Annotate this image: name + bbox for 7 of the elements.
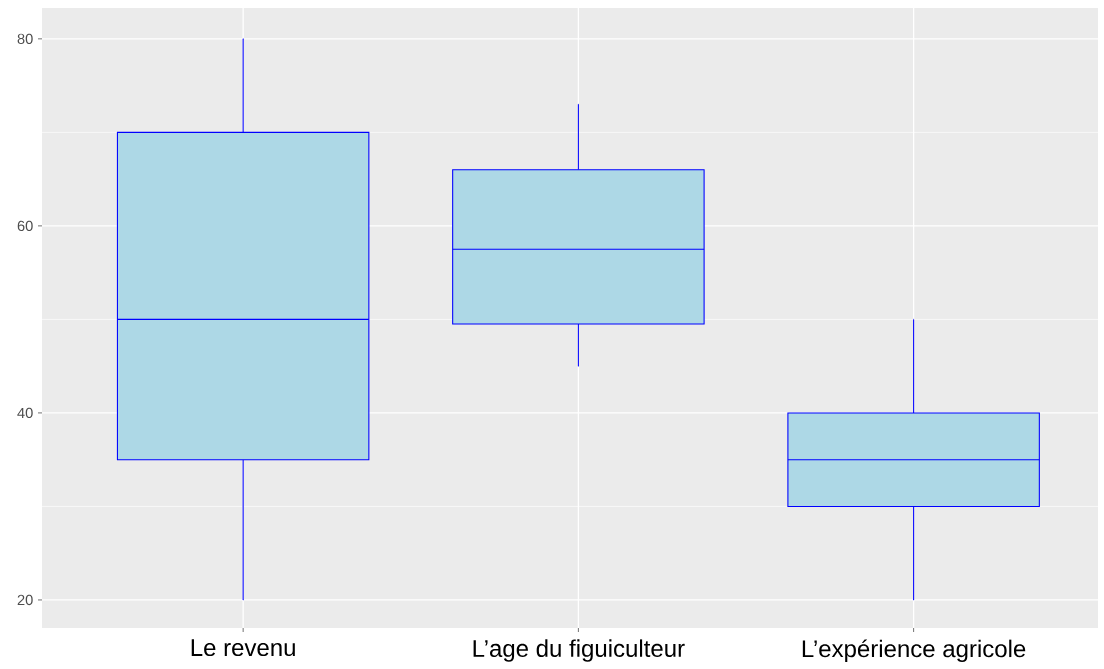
- y-tick-label: 60: [17, 220, 33, 232]
- x-tick-label: L’expérience agricole: [802, 639, 1026, 663]
- x-tick-label: Le revenu: [191, 639, 295, 657]
- y-tick-label: 80: [17, 33, 33, 45]
- x-tick-label: L’age du figuiculteur: [473, 639, 685, 662]
- y-tick-label: 20: [17, 594, 33, 606]
- y-tick-label: 40: [17, 407, 33, 419]
